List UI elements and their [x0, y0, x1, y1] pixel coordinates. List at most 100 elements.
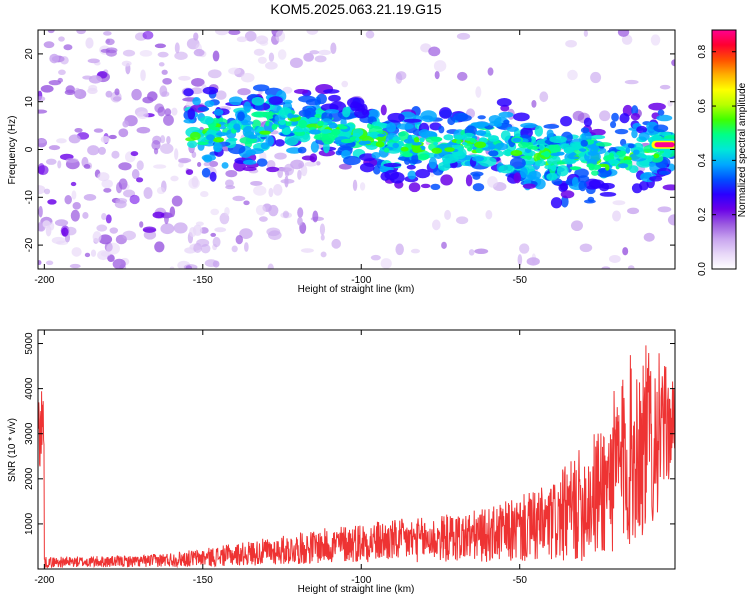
spectrogram-cell [312, 210, 319, 223]
spectrogram-cell [533, 178, 546, 190]
spectrogram-cell [630, 112, 641, 121]
spectrogram-cell [520, 167, 528, 179]
spectrogram-cell [340, 138, 354, 144]
spectrogram-cell [64, 89, 76, 96]
spectrogram-cell [667, 214, 675, 226]
spectrogram-cell [38, 260, 42, 266]
spectrogram-cell [93, 128, 104, 133]
spectrogram-cell [169, 206, 176, 218]
y-tick-label: 4000 [24, 377, 35, 400]
spectrogram-cell [244, 30, 257, 42]
snr-panel: -200 -150 -100 -50 1000 2000 3000 4000 5000 Hei… [7, 329, 676, 595]
spectrogram-cell [265, 135, 275, 147]
spectrogram-cell [237, 111, 245, 122]
spectrogram-cell [87, 58, 100, 64]
spectrogram-cell [408, 182, 421, 193]
spectrogram-cell [308, 116, 318, 124]
spectrogram-cell [178, 162, 184, 168]
colorbar-ticks: 0.0 0.2 0.4 0.6 0.8 [697, 44, 736, 276]
spectrogram-cell [619, 112, 630, 124]
spectrogram-cell [84, 252, 91, 258]
spectrogram-cell [193, 48, 205, 57]
spectrogram-cell [560, 195, 569, 208]
spectrogram-cell [208, 124, 215, 129]
spectrogram-cell [355, 137, 360, 142]
spectrogram-cell [171, 107, 178, 116]
spectrogram-cell [48, 79, 62, 86]
spectrogram-cell [579, 243, 593, 253]
spectrogram-cell [359, 182, 366, 191]
spectrogram-cell [671, 59, 675, 67]
spectrogram-cell [608, 159, 619, 165]
spectrogram-cell [662, 184, 675, 191]
spectrogram-cell [590, 134, 606, 140]
spectrogram-cell [243, 200, 250, 206]
spectrogram-cell [199, 115, 214, 125]
spectrogram-cell [392, 142, 400, 149]
spectrogram-cell [580, 139, 588, 147]
spectrogram-x-axis: -200 -150 -100 -50 [34, 30, 527, 286]
spectrogram-cell [433, 60, 447, 72]
y-tick-label: 5000 [24, 332, 35, 355]
spectrogram-cell [316, 93, 327, 105]
spectrogram-cell [278, 119, 286, 126]
spectrogram-cell [636, 125, 648, 134]
spectrogram-cell [530, 136, 537, 143]
spectrogram-cell [187, 108, 196, 120]
spectrogram-cell [287, 112, 294, 119]
spectrogram-cell [259, 130, 271, 135]
spectrogram-cell [73, 87, 81, 98]
spectrogram-cell [322, 141, 330, 154]
spectrogram-cell [122, 230, 136, 241]
spectrogram-cell [328, 94, 341, 102]
spectrogram-cell [485, 210, 493, 220]
spectrogram-cell [90, 249, 97, 257]
spectrogram-cell [250, 180, 263, 186]
spectrogram-cell [236, 36, 248, 43]
spectrogram-cell [560, 190, 575, 199]
spectrogram-cell [550, 197, 563, 209]
spectrogram-cell [147, 91, 158, 102]
spectrogram-cell [297, 169, 302, 180]
spectrogram-cell [659, 84, 671, 90]
spectrogram-cell [653, 124, 669, 133]
spectrogram-cell [158, 62, 165, 67]
spectrogram-image [38, 30, 675, 269]
spectrogram-cell [275, 30, 286, 43]
spectrogram-cell [274, 121, 280, 125]
spectrogram-cell [324, 109, 340, 114]
spectrogram-cell [38, 205, 43, 218]
x-tick-label: -200 [34, 275, 54, 286]
spectrogram-cell [610, 121, 617, 129]
spectrogram-cell [331, 238, 341, 249]
spectrogram-cell [487, 176, 498, 188]
spectrogram-cell [433, 141, 439, 146]
spectrogram-cell [233, 123, 241, 131]
spectrogram-cell [69, 263, 81, 269]
spectrogram-cell [439, 107, 452, 119]
spectrogram-cell [406, 164, 416, 170]
spectrogram-cell [190, 131, 201, 141]
page-title: KOM5.2025.063.21.19.G15 [270, 1, 442, 17]
spectrogram-cell [191, 176, 199, 188]
spectrogram-cell [628, 165, 639, 173]
spectrogram-cell [437, 161, 451, 171]
spectrogram-cell [549, 135, 567, 144]
spectrogram-cell [83, 193, 97, 201]
y-tick-label: -20 [24, 237, 35, 252]
spectrogram-cell [428, 46, 441, 57]
spectrogram-cell [43, 41, 55, 49]
spectrogram-cell [513, 112, 530, 122]
spectrogram-cell [111, 150, 120, 159]
spectrogram-cell [407, 134, 413, 142]
snr-y-axis: 1000 2000 3000 4000 5000 [24, 332, 675, 535]
spectrogram-cell [265, 61, 278, 70]
spectrogram-cell [70, 209, 80, 222]
spectrogram-cell [447, 116, 456, 126]
spectrogram-cell [638, 132, 650, 141]
spectrogram-cell [282, 210, 290, 219]
spectrogram-cell [259, 216, 268, 222]
spectrogram-cell [100, 136, 110, 144]
spectrogram-cell [432, 219, 441, 231]
